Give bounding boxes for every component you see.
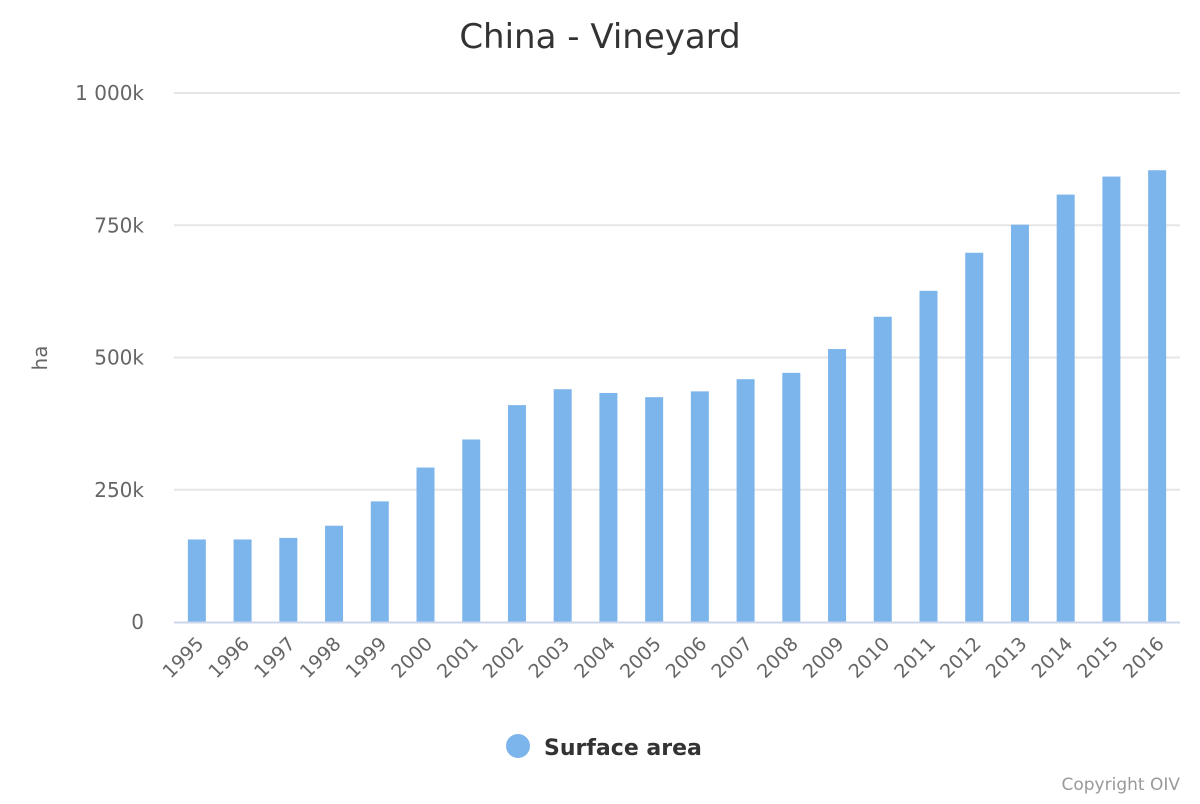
bar-2008[interactable] bbox=[782, 372, 801, 622]
bar-2007[interactable] bbox=[736, 379, 755, 622]
gridlines bbox=[174, 92, 1180, 491]
y-tick-label: 250k bbox=[94, 478, 144, 502]
bar-2004[interactable] bbox=[599, 392, 618, 622]
y-axis-label: ha bbox=[28, 346, 52, 371]
bar-2010[interactable] bbox=[873, 316, 892, 622]
x-tick-label: 2011 bbox=[890, 633, 940, 683]
x-tick-label: 2006 bbox=[662, 633, 712, 683]
x-tick-label: 2000 bbox=[387, 633, 437, 683]
bar-1997[interactable] bbox=[279, 537, 298, 622]
y-tick-label: 1 000k bbox=[75, 81, 144, 105]
x-tick-label: 2008 bbox=[753, 633, 803, 683]
bar-2002[interactable] bbox=[507, 405, 526, 622]
x-tick-label: 2013 bbox=[982, 633, 1032, 683]
bar-2011[interactable] bbox=[919, 290, 938, 622]
x-tick-label: 1996 bbox=[204, 633, 254, 683]
bar-2001[interactable] bbox=[462, 439, 481, 622]
x-axis-ticks: 1995199619971998199920002001200220032004… bbox=[159, 633, 1169, 683]
x-tick-label: 2005 bbox=[616, 633, 666, 683]
legend-item[interactable]: Surface area bbox=[506, 734, 702, 761]
x-tick-label: 2016 bbox=[1119, 633, 1169, 683]
x-tick-label: 2010 bbox=[845, 633, 895, 683]
bar-2014[interactable] bbox=[1056, 194, 1075, 622]
bar-2003[interactable] bbox=[553, 389, 572, 622]
x-tick-label: 1998 bbox=[296, 633, 346, 683]
bar-2015[interactable] bbox=[1102, 176, 1121, 622]
x-tick-label: 2009 bbox=[799, 633, 849, 683]
bar-2006[interactable] bbox=[690, 391, 709, 622]
x-tick-label: 2002 bbox=[479, 633, 529, 683]
x-tick-label: 1997 bbox=[250, 633, 300, 683]
bar-1996[interactable] bbox=[233, 539, 252, 622]
credits[interactable]: Copyright OIV bbox=[1062, 775, 1181, 795]
bar-2005[interactable] bbox=[645, 397, 664, 622]
bar-2000[interactable] bbox=[416, 467, 435, 622]
bar-2013[interactable] bbox=[1010, 224, 1029, 622]
bar-2016[interactable] bbox=[1148, 170, 1167, 622]
bar-2012[interactable] bbox=[965, 252, 984, 622]
y-axis-ticks: 0 250k 500k 750k 1 000k bbox=[75, 81, 144, 634]
chart-title: China - Vineyard bbox=[459, 17, 740, 57]
legend-marker-icon bbox=[506, 734, 530, 758]
x-tick-label: 2001 bbox=[433, 633, 483, 683]
x-tick-label: 1995 bbox=[159, 633, 209, 683]
bars bbox=[187, 170, 1167, 622]
y-tick-label: 750k bbox=[94, 213, 144, 237]
bar-1998[interactable] bbox=[325, 525, 344, 622]
x-tick-label: 2015 bbox=[1073, 633, 1123, 683]
x-tick-label: 2012 bbox=[936, 633, 986, 683]
legend-label: Surface area bbox=[544, 736, 702, 761]
y-tick-label: 0 bbox=[131, 610, 144, 634]
x-tick-label: 2014 bbox=[1027, 633, 1077, 683]
bar-2009[interactable] bbox=[828, 349, 847, 622]
x-tick-label: 2004 bbox=[570, 633, 620, 683]
x-tick-label: 1999 bbox=[342, 633, 392, 683]
bar-1995[interactable] bbox=[187, 539, 206, 622]
x-tick-label: 2007 bbox=[707, 633, 757, 683]
y-tick-label: 500k bbox=[94, 346, 144, 370]
bar-1999[interactable] bbox=[370, 501, 389, 622]
x-tick-label: 2003 bbox=[524, 633, 574, 683]
